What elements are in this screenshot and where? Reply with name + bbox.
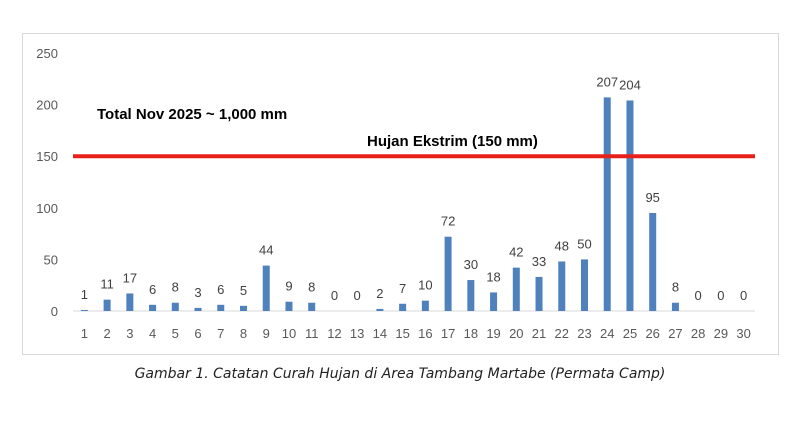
x-tick-label: 10 — [282, 326, 296, 341]
x-tick-label: 8 — [240, 326, 247, 341]
x-tick-label: 26 — [645, 326, 659, 341]
x-tick-label: 17 — [441, 326, 455, 341]
figure-caption: Gambar 1. Catatan Curah Hujan di Area Ta… — [134, 366, 666, 382]
x-tick-label: 16 — [418, 326, 432, 341]
x-tick-label: 20 — [509, 326, 523, 341]
total-annotation: Total Nov 2025 ~ 1,000 mm — [97, 106, 287, 123]
data-label: 17 — [123, 270, 137, 285]
data-label: 0 — [331, 288, 338, 303]
bar — [626, 100, 634, 311]
bar — [421, 300, 429, 311]
data-label: 7 — [399, 281, 406, 296]
data-label: 6 — [149, 282, 156, 297]
data-label: 6 — [217, 282, 224, 297]
data-label: 0 — [695, 288, 702, 303]
x-axis-ticks: 1 2 3 4 5 6 7 8 9 10 11 12 13 14 15 16 17 18 19 20 21 22 23 24 2… — [81, 326, 751, 341]
x-tick-label: 18 — [464, 326, 478, 341]
data-label: 95 — [645, 190, 659, 205]
x-tick-label: 28 — [691, 326, 705, 341]
y-tick-label: 250 — [36, 46, 58, 61]
x-tick-label: 30 — [736, 326, 750, 341]
x-tick-label: 2 — [103, 326, 110, 341]
bar — [103, 299, 111, 311]
x-tick-label: 19 — [486, 326, 500, 341]
bar — [217, 304, 225, 311]
data-label: 0 — [354, 288, 361, 303]
x-tick-label: 22 — [555, 326, 569, 341]
data-label: 2 — [376, 286, 383, 301]
y-tick-label: 100 — [36, 201, 58, 216]
x-tick-label: 3 — [126, 326, 133, 341]
data-label: 9 — [285, 279, 292, 294]
data-label: 72 — [441, 214, 455, 229]
bar — [308, 302, 316, 311]
bar — [126, 293, 134, 311]
x-tick-label: 6 — [194, 326, 201, 341]
bar — [171, 302, 179, 311]
data-label: 11 — [100, 277, 114, 292]
x-tick-label: 21 — [532, 326, 546, 341]
bar — [149, 304, 157, 311]
y-tick-label: 50 — [44, 252, 58, 267]
y-axis-ticks: 0 50 100 150 200 250 — [36, 46, 58, 319]
bar — [490, 292, 498, 311]
x-tick-label: 12 — [327, 326, 341, 341]
data-label: 3 — [194, 285, 201, 300]
bar — [194, 307, 202, 311]
bars — [80, 97, 679, 311]
data-label: 50 — [577, 236, 591, 251]
x-tick-label: 7 — [217, 326, 224, 341]
x-tick-label: 29 — [714, 326, 728, 341]
x-tick-label: 23 — [577, 326, 591, 341]
bar — [376, 308, 384, 311]
data-label: 42 — [509, 245, 523, 260]
data-label: 30 — [464, 257, 478, 272]
bar — [285, 301, 293, 311]
x-tick-label: 14 — [373, 326, 387, 341]
data-label: 10 — [418, 278, 432, 293]
bar — [649, 212, 657, 311]
data-label: 1 — [81, 287, 88, 302]
y-tick-label: 200 — [36, 98, 58, 113]
data-label: 44 — [259, 243, 273, 258]
bar — [671, 302, 679, 311]
data-label: 8 — [308, 280, 315, 295]
threshold-label: Hujan Ekstrim (150 mm) — [367, 133, 538, 150]
bar — [262, 265, 270, 311]
y-tick-label: 150 — [36, 149, 58, 164]
data-label: 8 — [172, 280, 179, 295]
bar — [399, 303, 407, 311]
data-label: 0 — [717, 288, 724, 303]
bar — [240, 305, 247, 311]
x-tick-label: 11 — [305, 326, 319, 341]
bar — [467, 280, 475, 311]
data-label: 5 — [240, 283, 247, 298]
data-label: 8 — [672, 280, 679, 295]
bar — [444, 236, 452, 311]
bar — [603, 97, 611, 311]
bar — [535, 276, 543, 311]
x-tick-label: 5 — [172, 326, 179, 341]
data-label: 33 — [532, 254, 546, 269]
x-tick-label: 4 — [149, 326, 156, 341]
data-label: 204 — [619, 77, 641, 92]
y-tick-label: 0 — [51, 304, 58, 319]
bar — [558, 261, 566, 311]
x-tick-label: 15 — [395, 326, 409, 341]
data-label: 48 — [555, 238, 569, 253]
x-tick-label: 27 — [668, 326, 682, 341]
x-tick-label: 24 — [600, 326, 614, 341]
x-tick-label: 9 — [263, 326, 270, 341]
data-label: 0 — [740, 288, 747, 303]
bar — [80, 309, 88, 311]
bar — [581, 259, 588, 311]
x-tick-label: 25 — [623, 326, 637, 341]
bar — [512, 267, 520, 311]
x-tick-label: 13 — [350, 326, 364, 341]
data-label: 207 — [596, 74, 618, 89]
data-label: 18 — [486, 269, 500, 284]
x-tick-label: 1 — [81, 326, 88, 341]
